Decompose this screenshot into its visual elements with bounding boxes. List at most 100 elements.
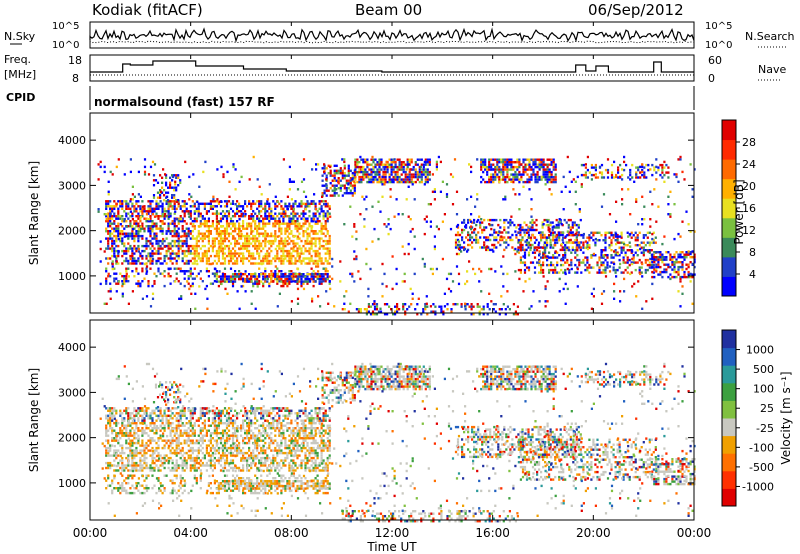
noise-sky-line	[89, 27, 695, 43]
data-cell	[173, 174, 176, 177]
data-cell	[154, 179, 158, 182]
data-cell	[278, 259, 281, 263]
data-cell	[111, 437, 114, 440]
data-cell	[507, 236, 510, 239]
data-cell	[469, 233, 472, 237]
data-cell	[528, 225, 531, 228]
data-cell	[129, 469, 132, 472]
data-cell	[296, 249, 299, 253]
data-cell	[654, 241, 657, 244]
data-cell	[123, 218, 126, 221]
data-cell	[161, 232, 164, 235]
data-cell	[523, 256, 527, 259]
data-cell	[526, 163, 529, 166]
data-cell	[341, 172, 344, 175]
data-cell	[139, 451, 142, 455]
data-cell	[139, 284, 142, 288]
data-cell	[402, 303, 405, 306]
data-cell	[220, 225, 223, 228]
data-cell	[173, 207, 176, 210]
data-cell	[193, 210, 196, 213]
data-cell	[588, 271, 591, 274]
data-cell	[181, 239, 184, 243]
data-cell	[467, 233, 470, 237]
data-cell	[117, 227, 120, 230]
data-cell	[463, 218, 466, 222]
data-cell	[631, 163, 634, 167]
data-cell	[554, 250, 557, 253]
data-cell	[107, 434, 110, 437]
data-cell	[392, 175, 395, 179]
data-cell	[167, 212, 170, 215]
data-cell	[548, 263, 551, 267]
data-cell	[167, 225, 170, 228]
data-cell	[103, 250, 106, 253]
data-cell	[582, 163, 585, 167]
data-cell	[545, 238, 548, 242]
station-title: Kodiak (fitACF)	[92, 1, 203, 19]
data-cell	[376, 163, 379, 166]
data-cell	[151, 222, 154, 225]
data-cell	[637, 168, 640, 172]
data-cell	[552, 239, 555, 242]
data-cell	[652, 254, 655, 257]
data-cell	[488, 292, 491, 295]
data-cell	[117, 454, 120, 457]
data-cell	[318, 212, 321, 215]
data-cell	[223, 280, 227, 283]
data-cell	[527, 268, 531, 272]
data-cell	[177, 247, 180, 250]
data-cell	[215, 270, 218, 273]
data-cell	[408, 178, 411, 181]
data-cell	[447, 272, 451, 276]
data-cell	[592, 239, 595, 242]
data-cell	[161, 227, 164, 230]
data-cell	[456, 238, 460, 242]
data-cell	[292, 210, 295, 213]
data-cell	[457, 272, 461, 276]
data-cell	[328, 205, 331, 208]
data-cell	[635, 200, 638, 203]
data-cell	[602, 249, 605, 252]
data-cell	[443, 305, 446, 308]
data-cell	[139, 461, 142, 465]
data-cell	[123, 200, 126, 203]
data-cell	[119, 427, 122, 430]
data-cell	[320, 259, 323, 263]
data-cell	[286, 230, 289, 233]
data-cell	[306, 239, 309, 243]
data-cell	[390, 170, 393, 174]
data-cell	[121, 275, 124, 278]
data-cell	[155, 239, 158, 243]
data-cell	[260, 244, 263, 248]
noise-right-tick-bottom: 10^0	[705, 40, 732, 51]
data-cell	[486, 168, 489, 171]
data-cell	[304, 195, 308, 198]
data-cell	[337, 187, 340, 190]
data-cell	[131, 290, 134, 293]
data-cell	[403, 252, 406, 256]
data-cell	[495, 218, 498, 222]
data-cell	[353, 189, 356, 192]
data-cell	[308, 210, 311, 213]
data-cell	[262, 259, 265, 263]
data-cell	[270, 280, 273, 283]
data-cell	[466, 270, 469, 273]
data-cell	[327, 172, 330, 175]
data-cell	[363, 175, 366, 179]
data-cell	[331, 189, 334, 192]
data-cell	[107, 205, 110, 208]
data-cell	[372, 165, 375, 169]
data-cell	[665, 256, 668, 259]
data-cell	[133, 454, 136, 457]
data-cell	[329, 172, 332, 175]
data-cell	[181, 205, 184, 208]
data-cell	[326, 270, 329, 273]
data-cell	[606, 168, 610, 172]
data-cell	[173, 222, 176, 225]
data-cell	[149, 225, 152, 228]
data-cell	[643, 175, 646, 179]
data-cell	[550, 268, 553, 272]
data-cell	[107, 217, 110, 220]
data-cell	[175, 239, 178, 243]
